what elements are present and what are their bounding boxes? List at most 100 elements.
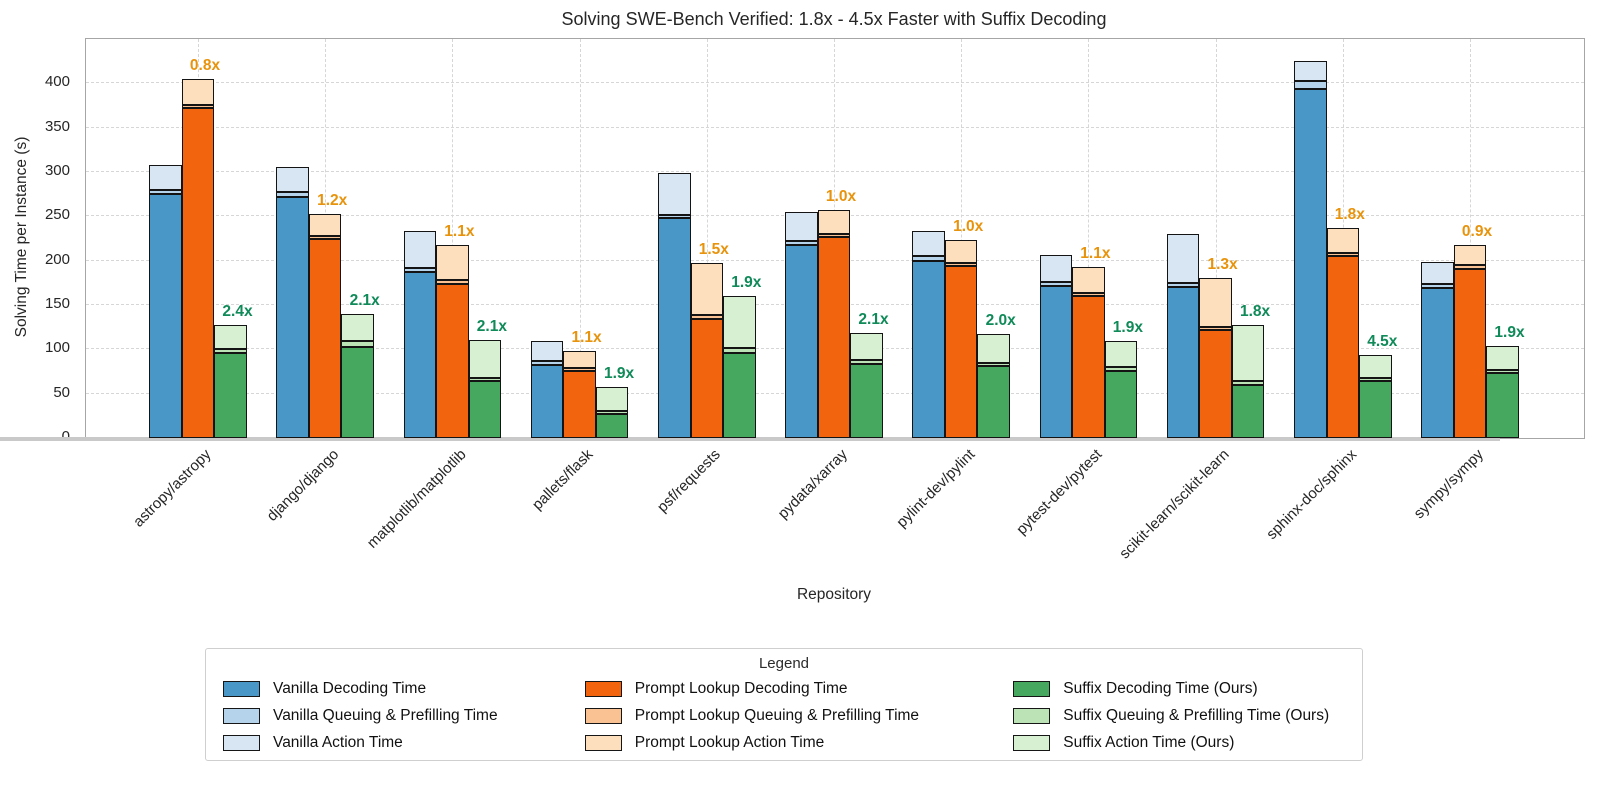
prompt_lookup-queuing_prefilling-bar-segment bbox=[1453, 265, 1487, 269]
speedup-label: 1.2x bbox=[317, 191, 348, 209]
vanilla-action-bar-segment bbox=[785, 211, 818, 242]
suffix-decoding-bar-segment bbox=[977, 366, 1010, 438]
legend-title: Legend bbox=[758, 655, 810, 672]
y-tick-label: 400 bbox=[44, 73, 70, 91]
suffix-queuing_prefilling-bar-segment bbox=[850, 360, 883, 364]
legend-entry-label: Prompt Lookup Decoding Time bbox=[634, 679, 848, 697]
legend-entry-label: Suffix Action Time (Ours) bbox=[1063, 733, 1235, 751]
legend-swatch bbox=[223, 680, 260, 697]
prompt_lookup-action-bar-segment bbox=[817, 210, 851, 235]
legend-column: Vanilla Decoding Time Vanilla Queuing & P… bbox=[223, 675, 585, 756]
speedup-label: 2.1x bbox=[476, 318, 507, 336]
legend-entry-label: Vanilla Queuing & Prefilling Time bbox=[273, 706, 498, 724]
suffix-queuing_prefilling-bar-segment bbox=[1231, 381, 1265, 385]
legend-entry: Prompt Lookup Decoding Time bbox=[584, 675, 1014, 702]
suffix-queuing_prefilling-bar-segment bbox=[1104, 367, 1138, 371]
vanilla-decoding-bar-segment bbox=[1421, 288, 1454, 438]
vanilla-decoding-bar-segment bbox=[149, 194, 182, 438]
prompt_lookup-queuing_prefilling-bar-segment bbox=[690, 314, 724, 320]
x-axis-line bbox=[0, 437, 1500, 441]
suffix-decoding-bar-segment bbox=[341, 346, 374, 438]
vanilla-action-bar-segment bbox=[530, 341, 564, 361]
x-tick-label: scikit-learn/scikit-learn bbox=[1116, 446, 1233, 563]
prompt_lookup-queuing_prefilling-bar-segment bbox=[308, 235, 342, 240]
legend-entry: Prompt Lookup Queuing & Prefilling Time bbox=[584, 702, 1014, 729]
legend-entry-label: Suffix Decoding Time (Ours) bbox=[1063, 679, 1258, 697]
prompt_lookup-action-bar-segment bbox=[308, 213, 342, 236]
legend-column: Prompt Lookup Decoding Time Prompt Lookup… bbox=[584, 675, 1014, 756]
suffix-decoding-bar-segment bbox=[468, 381, 502, 438]
suffix-queuing_prefilling-bar-segment bbox=[1359, 377, 1392, 382]
vanilla-queuing_prefilling-bar-segment bbox=[1039, 281, 1073, 287]
prompt_lookup-decoding-bar-segment bbox=[817, 236, 851, 438]
prompt_lookup-decoding-bar-segment bbox=[1453, 268, 1487, 438]
vanilla-queuing_prefilling-bar-segment bbox=[658, 214, 691, 219]
x-tick-label: pydata/xarray bbox=[774, 446, 852, 523]
y-tick-label: 0 bbox=[0, 428, 70, 445]
vanilla-decoding-bar-segment bbox=[1166, 287, 1200, 438]
speedup-label: 4.5x bbox=[1367, 332, 1398, 350]
legend-swatch bbox=[584, 734, 622, 751]
suffix-action-bar-segment bbox=[977, 334, 1010, 363]
prompt_lookup-action-bar-segment bbox=[1453, 244, 1487, 266]
prompt_lookup-decoding-bar-segment bbox=[308, 239, 342, 438]
speedup-label: 0.8x bbox=[189, 56, 221, 74]
speedup-label: 2.0x bbox=[985, 312, 1016, 330]
speedup-label: 1.8x bbox=[1240, 302, 1271, 320]
x-gridline bbox=[1215, 39, 1217, 438]
vanilla-decoding-bar-segment bbox=[1294, 88, 1327, 438]
vanilla-queuing_prefilling-bar-segment bbox=[912, 256, 945, 261]
prompt_lookup-action-bar-segment bbox=[944, 240, 978, 264]
y-gridline bbox=[86, 126, 1584, 128]
vanilla-queuing_prefilling-bar-segment bbox=[276, 192, 309, 197]
prompt_lookup-decoding-bar-segment bbox=[690, 319, 724, 438]
y-tick-label: 100 bbox=[44, 339, 70, 357]
prompt_lookup-decoding-bar-segment bbox=[181, 108, 215, 438]
x-tick-label: django/django bbox=[263, 446, 343, 525]
legend-swatch bbox=[1013, 707, 1051, 724]
vanilla-action-bar-segment bbox=[1039, 255, 1073, 282]
legend-entry-label: Vanilla Decoding Time bbox=[273, 679, 427, 697]
prompt_lookup-action-bar-segment bbox=[181, 78, 215, 105]
legend-entry: Suffix Action Time (Ours) bbox=[1013, 729, 1362, 756]
prompt_lookup-queuing_prefilling-bar-segment bbox=[817, 234, 851, 237]
vanilla-queuing_prefilling-bar-segment bbox=[1421, 283, 1454, 289]
x-gridline bbox=[706, 39, 708, 438]
prompt_lookup-action-bar-segment bbox=[1199, 277, 1232, 328]
x-gridline bbox=[579, 39, 581, 438]
vanilla-queuing_prefilling-bar-segment bbox=[149, 189, 182, 195]
suffix-action-bar-segment bbox=[723, 296, 756, 349]
legend-swatch bbox=[1013, 734, 1051, 751]
suffix-queuing_prefilling-bar-segment bbox=[341, 341, 374, 347]
x-gridline bbox=[452, 39, 454, 438]
prompt_lookup-decoding-bar-segment bbox=[944, 266, 978, 438]
vanilla-queuing_prefilling-bar-segment bbox=[530, 360, 564, 366]
x-tick-label: sympy/sympy bbox=[1410, 446, 1488, 523]
suffix-action-bar-segment bbox=[1104, 341, 1138, 368]
speedup-label: 2.1x bbox=[858, 310, 889, 328]
y-tick-label: 250 bbox=[44, 206, 70, 224]
prompt_lookup-decoding-bar-segment bbox=[1326, 256, 1360, 438]
y-gridline bbox=[86, 171, 1584, 172]
prompt_lookup-queuing_prefilling-bar-segment bbox=[1072, 293, 1105, 297]
y-tick-label: 50 bbox=[53, 383, 70, 401]
prompt_lookup-action-bar-segment bbox=[690, 263, 724, 315]
speedup-label: 1.1x bbox=[444, 222, 475, 240]
suffix-action-bar-segment bbox=[1486, 345, 1519, 370]
y-tick-label: 350 bbox=[44, 117, 70, 135]
prompt_lookup-queuing_prefilling-bar-segment bbox=[563, 367, 596, 371]
x-tick-label: pytest-dev/pytest bbox=[1013, 446, 1106, 539]
legend-entry-label: Suffix Queuing & Prefilling Time (Ours) bbox=[1063, 706, 1330, 724]
prompt_lookup-decoding-bar-segment bbox=[436, 283, 469, 438]
x-gridline bbox=[961, 39, 963, 438]
prompt_lookup-queuing_prefilling-bar-segment bbox=[181, 104, 215, 109]
suffix-queuing_prefilling-bar-segment bbox=[595, 411, 629, 415]
legend-swatch bbox=[223, 734, 260, 751]
prompt_lookup-action-bar-segment bbox=[1072, 266, 1105, 294]
prompt_lookup-action-bar-segment bbox=[563, 351, 596, 368]
vanilla-queuing_prefilling-bar-segment bbox=[1294, 80, 1327, 89]
legend-swatch bbox=[1013, 680, 1051, 697]
suffix-decoding-bar-segment bbox=[595, 414, 629, 438]
y-tick-label: 300 bbox=[44, 162, 70, 179]
